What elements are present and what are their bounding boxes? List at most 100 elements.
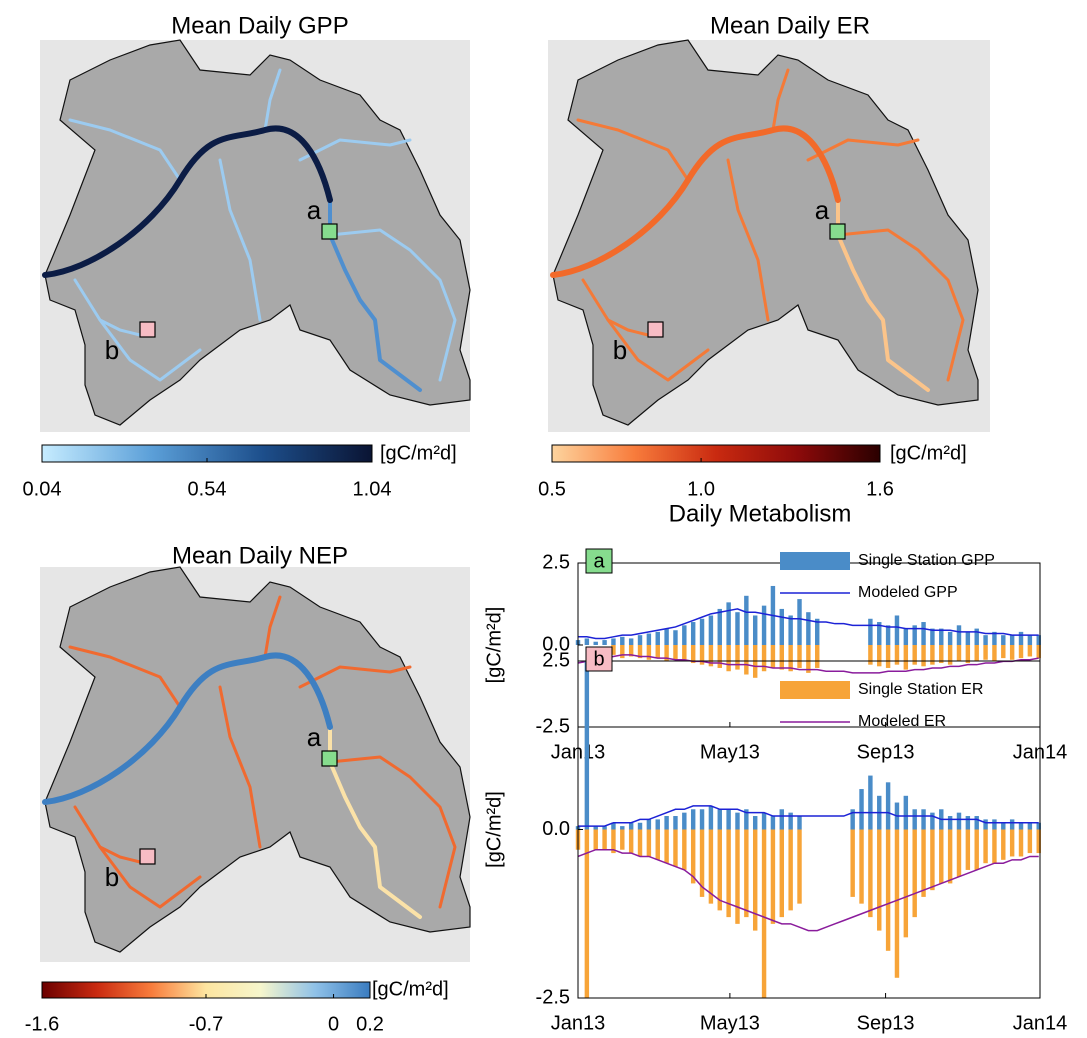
bar xyxy=(752,816,758,830)
y-tick-label: -2.5 xyxy=(536,715,570,737)
colorbar xyxy=(551,444,881,463)
line xyxy=(578,805,1039,827)
bar xyxy=(708,829,714,904)
bar xyxy=(664,816,669,830)
bar xyxy=(983,829,988,864)
bar xyxy=(699,618,705,645)
bar xyxy=(930,645,935,665)
bar xyxy=(673,645,678,660)
bar xyxy=(690,809,696,830)
bar xyxy=(797,645,802,668)
bar xyxy=(947,816,953,830)
bar xyxy=(779,809,785,830)
bar xyxy=(868,645,873,665)
bar xyxy=(788,812,793,830)
bar xyxy=(1027,829,1033,854)
y-axis-label: [gC/m²d] xyxy=(483,791,505,868)
bar xyxy=(965,631,971,645)
colorbar-tick-label: 0 xyxy=(328,1013,339,1035)
bar xyxy=(584,829,590,998)
bar xyxy=(593,826,598,830)
bar xyxy=(584,661,590,830)
bar xyxy=(956,812,962,830)
bar xyxy=(682,645,687,662)
bar xyxy=(744,595,749,645)
bar xyxy=(947,829,953,884)
bar xyxy=(655,631,660,645)
legend-label: Modeled ER xyxy=(858,713,946,730)
bar xyxy=(690,622,696,645)
bar xyxy=(850,809,855,830)
bar xyxy=(593,641,598,645)
bar xyxy=(1036,635,1041,645)
bar xyxy=(699,829,705,897)
bar xyxy=(885,645,891,668)
map-title: Mean Daily NEP xyxy=(172,542,348,569)
bar xyxy=(779,829,785,918)
bar xyxy=(1009,645,1015,660)
bar xyxy=(1036,645,1041,659)
bar xyxy=(646,819,652,830)
bar xyxy=(930,628,935,645)
x-tick-label: Jan14 xyxy=(1013,1012,1068,1034)
bar xyxy=(930,829,935,891)
legend-swatch xyxy=(780,552,850,570)
bar xyxy=(682,829,687,870)
bar xyxy=(628,829,634,854)
bar xyxy=(877,622,882,645)
bar xyxy=(779,608,785,645)
bar xyxy=(921,829,926,897)
bar xyxy=(744,829,749,918)
bar xyxy=(939,645,944,664)
bar xyxy=(584,638,590,645)
bar xyxy=(726,809,731,830)
bar xyxy=(850,829,855,897)
bar xyxy=(797,829,802,904)
bar xyxy=(761,829,767,998)
bar xyxy=(717,829,722,911)
rivers xyxy=(576,68,965,382)
bar xyxy=(885,782,891,830)
y-tick-label: 2.5 xyxy=(542,551,570,573)
bar xyxy=(690,829,696,884)
site-marker xyxy=(829,223,846,240)
bar xyxy=(974,829,979,870)
main-river xyxy=(550,125,841,278)
colorbar-tick-label: 0.2 xyxy=(356,1013,384,1035)
bar xyxy=(992,631,997,645)
bar xyxy=(717,809,722,830)
bar xyxy=(806,645,811,673)
bar xyxy=(1018,822,1024,830)
site-label: a xyxy=(307,195,322,225)
bar xyxy=(770,816,776,830)
bar xyxy=(637,822,643,830)
bar xyxy=(655,829,660,860)
bar xyxy=(664,829,669,864)
bar xyxy=(682,812,687,830)
y-tick-label: 2.5 xyxy=(542,649,570,671)
bar xyxy=(628,645,634,657)
y-tick-label: 0.0 xyxy=(542,633,570,655)
bar xyxy=(611,829,616,854)
site-label: a xyxy=(307,722,322,752)
bar xyxy=(939,628,944,645)
bar xyxy=(611,645,616,655)
bar xyxy=(664,628,669,645)
bar xyxy=(788,829,793,911)
bar xyxy=(992,645,997,662)
bar xyxy=(1018,829,1024,857)
colorbar-label: [gC/m²d] xyxy=(890,442,967,464)
bar xyxy=(1001,829,1006,860)
colorbar-tick-label: 0.54 xyxy=(188,478,227,500)
bar xyxy=(885,829,891,951)
site-marker xyxy=(321,223,338,240)
bar xyxy=(894,829,900,978)
y-tick-label: 0.0 xyxy=(542,818,570,840)
site-label: b xyxy=(105,335,119,365)
bar xyxy=(992,819,997,830)
bar xyxy=(717,645,722,668)
map-gpp xyxy=(40,39,471,432)
bar xyxy=(1018,631,1024,645)
bar xyxy=(770,645,776,668)
bar xyxy=(620,645,625,659)
